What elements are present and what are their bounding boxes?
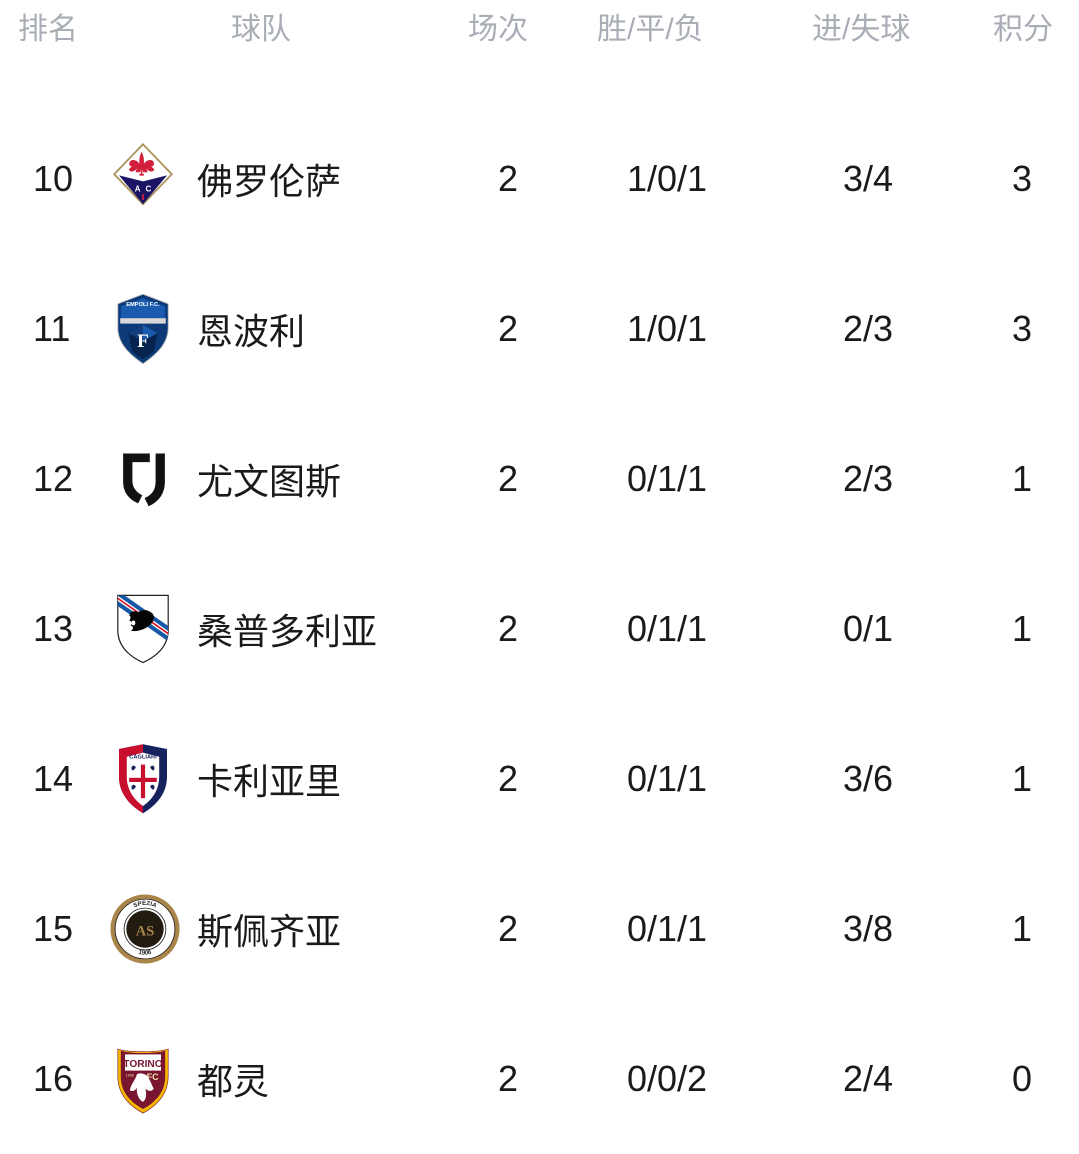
svg-text:A: A [135,185,141,194]
svg-text:TORINO: TORINO [123,1059,163,1070]
svg-text:1906: 1906 [126,1074,134,1078]
svg-text:C: C [146,185,152,194]
svg-text:F: F [137,331,149,352]
svg-text:CAGLIARI: CAGLIARI [129,755,157,761]
svg-text:AS: AS [136,923,154,939]
svg-text:1906: 1906 [138,949,153,957]
svg-text:EMPOLI F.C.: EMPOLI F.C. [126,302,160,308]
